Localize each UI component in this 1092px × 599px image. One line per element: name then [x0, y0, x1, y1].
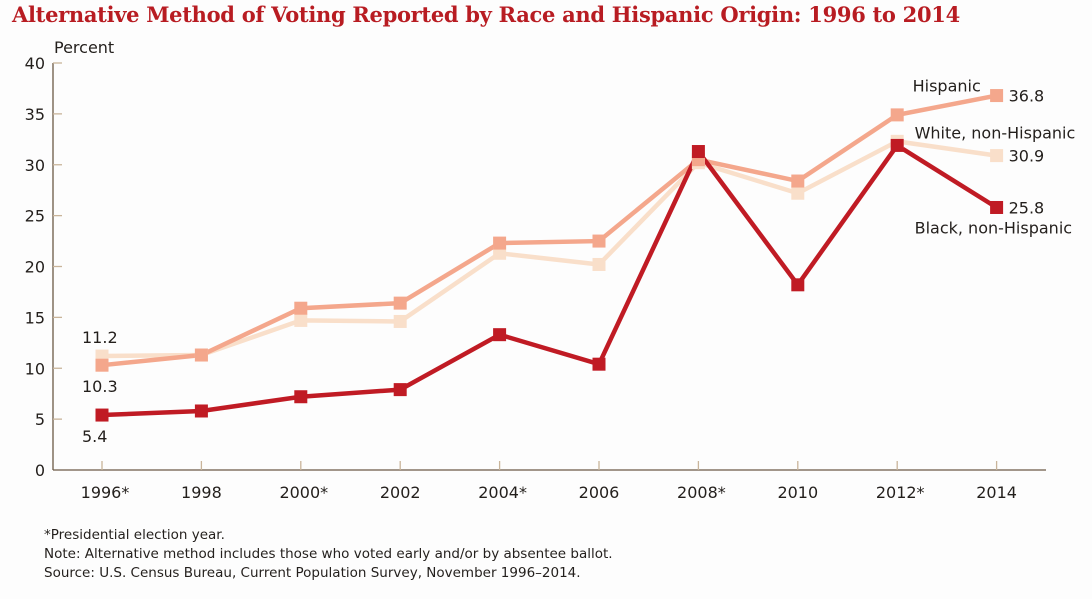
- data-point-black-non-hispanic: [592, 357, 606, 371]
- data-point-hispanic: [592, 234, 606, 248]
- data-label-black-non-hispanic: 5.4: [82, 427, 107, 446]
- footnote-presidential: *Presidential election year.: [44, 527, 225, 543]
- footnote-source: Source: U.S. Census Bureau, Current Popu…: [44, 565, 581, 581]
- chart-title: Alternative Method of Voting Reported by…: [12, 2, 960, 27]
- data-point-hispanic: [890, 108, 904, 122]
- data-point-black-non-hispanic: [890, 138, 904, 152]
- data-point-hispanic: [990, 89, 1004, 103]
- x-tick-label: 2014: [976, 483, 1017, 502]
- y-tick-label: 20: [25, 258, 45, 277]
- data-point-white-non-hispanic: [990, 149, 1004, 163]
- series-line-hispanic: [101, 93, 998, 368]
- legend-label-hispanic: Hispanic: [913, 77, 981, 96]
- y-tick-label: 30: [25, 156, 45, 175]
- data-label-hispanic: 36.8: [1009, 87, 1045, 106]
- data-point-black-non-hispanic: [493, 328, 507, 342]
- data-point-black-non-hispanic: [791, 278, 805, 292]
- x-tick-label: 2004*: [478, 483, 527, 502]
- data-point-black-non-hispanic: [294, 390, 308, 404]
- y-tick-label: 35: [25, 105, 45, 124]
- data-point-white-non-hispanic: [393, 314, 407, 328]
- data-label-white-non-hispanic: 11.2: [82, 328, 118, 347]
- data-point-hispanic: [95, 358, 109, 372]
- data-point-black-non-hispanic: [95, 408, 109, 422]
- x-tick-label: 2008*: [677, 483, 726, 502]
- x-tick-label: 1996*: [81, 483, 130, 502]
- x-tick-label: 2002: [380, 483, 421, 502]
- y-tick-label: 15: [25, 308, 45, 327]
- x-axis: 1996* 1998 2000* 2002 2004* 2006 2008* 2010 2012…: [53, 461, 1046, 502]
- x-tick-label: 2012*: [876, 483, 925, 502]
- data-point-white-non-hispanic: [592, 257, 606, 271]
- series-lines: [101, 93, 998, 418]
- y-tick-label: 0: [35, 461, 45, 480]
- data-point-hispanic: [294, 301, 308, 315]
- data-label-hispanic: 10.3: [82, 377, 118, 396]
- data-point-hispanic: [493, 236, 507, 250]
- data-point-white-non-hispanic: [791, 186, 805, 200]
- data-point-white-non-hispanic: [493, 246, 507, 260]
- x-tick-label: 2010: [777, 483, 818, 502]
- data-point-black-non-hispanic: [691, 145, 705, 159]
- y-tick-label: 40: [25, 54, 45, 73]
- data-labels: 10.3 36.8 Hispanic 11.2 30.9 White, non-Hispa…: [82, 77, 1075, 446]
- series-markers: [95, 89, 1004, 422]
- x-tick-label: 2006: [579, 483, 620, 502]
- legend-label-white-non-hispanic: White, non-Hispanic: [915, 124, 1076, 143]
- data-label-white-non-hispanic: 30.9: [1009, 147, 1045, 166]
- x-tick-label: 1998: [181, 483, 222, 502]
- x-tick-label: 2000*: [279, 483, 328, 502]
- series-line-black-non-hispanic: [101, 142, 998, 418]
- data-label-black-non-hispanic: 25.8: [1009, 198, 1045, 217]
- line-chart: 0 5 10 15 20 25 30 35 40 1996* 1998 2000* 2002 2004*…: [25, 38, 1076, 502]
- data-point-black-non-hispanic: [393, 383, 407, 397]
- y-axis-label: Percent: [54, 38, 114, 57]
- data-point-hispanic: [194, 348, 208, 362]
- y-tick-label: 10: [25, 359, 45, 378]
- data-point-white-non-hispanic: [294, 313, 308, 327]
- series-line-white-non-hispanic: [101, 139, 997, 359]
- data-point-black-non-hispanic: [194, 404, 208, 418]
- data-point-hispanic: [791, 174, 805, 188]
- legend-label-black-non-hispanic: Black, non-Hispanic: [915, 218, 1072, 237]
- y-tick-label: 5: [35, 410, 45, 429]
- y-tick-label: 25: [25, 207, 45, 226]
- data-point-black-non-hispanic: [990, 200, 1004, 214]
- footnote-note: Note: Alternative method includes those …: [44, 546, 613, 562]
- data-point-hispanic: [393, 296, 407, 310]
- y-axis: 0 5 10 15 20 25 30 35 40: [25, 54, 62, 480]
- footnotes: *Presidential election year. Note: Alter…: [44, 526, 613, 583]
